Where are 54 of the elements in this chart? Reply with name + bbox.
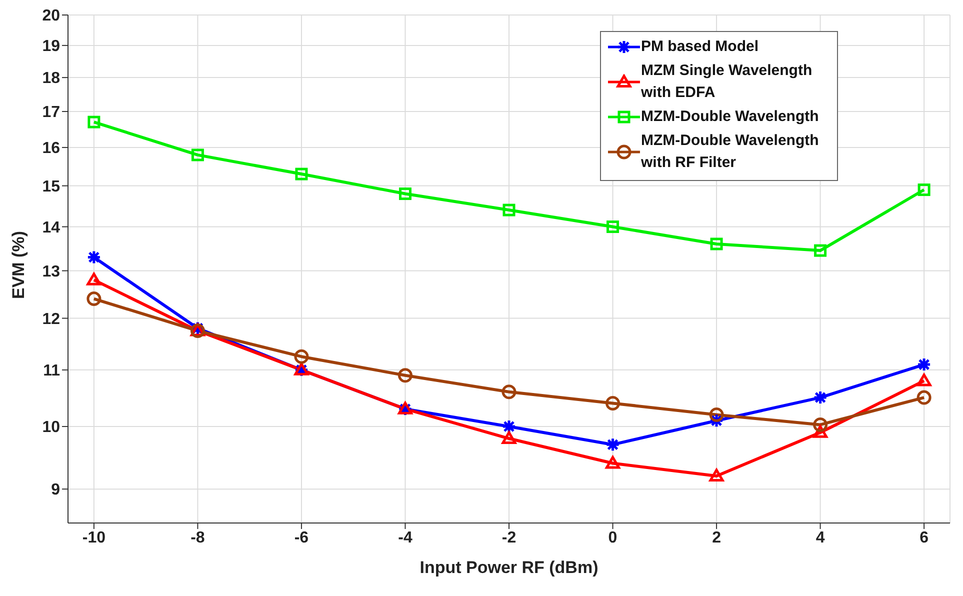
- y-tick-label: 19: [42, 38, 60, 56]
- point: [918, 184, 930, 196]
- point: [813, 417, 828, 432]
- point: [88, 116, 100, 128]
- point: [294, 349, 309, 364]
- legend-label: MZM-Double Wavelength: [641, 107, 819, 127]
- x-tick-label: -8: [190, 529, 205, 546]
- point: [191, 148, 204, 162]
- legend-label: PM based Model: [641, 37, 759, 57]
- point: [398, 188, 412, 200]
- legend-label: MZM-Double Wavelength with RF Filter: [641, 131, 820, 173]
- y-tick-label: 10: [42, 419, 60, 436]
- point: [606, 396, 620, 410]
- y-tick-label: 18: [42, 70, 60, 88]
- x-tick-label: -10: [82, 529, 106, 546]
- y-tick-label: 20: [42, 8, 60, 25]
- point: [916, 390, 932, 405]
- x-tick-label: -4: [398, 529, 412, 546]
- point: [606, 456, 620, 469]
- y-axis-title: EVM (%): [9, 231, 28, 299]
- y-tick-label: 14: [42, 219, 60, 236]
- point: [606, 437, 620, 452]
- point: [398, 368, 412, 383]
- point: [813, 390, 828, 405]
- y-tick-label: 12: [42, 310, 60, 328]
- point: [295, 168, 308, 180]
- y-tick-label: 9: [51, 482, 60, 499]
- point: [86, 250, 102, 264]
- x-axis-title: Input Power RF (dBm): [420, 558, 598, 577]
- point: [86, 292, 102, 306]
- y-tick-label: 11: [43, 362, 60, 380]
- x-tick-label: 6: [920, 529, 929, 546]
- point: [710, 238, 723, 250]
- point: [709, 468, 724, 482]
- x-tick-label: 2: [712, 529, 722, 546]
- point: [502, 384, 516, 400]
- point: [814, 244, 827, 257]
- point: [606, 220, 620, 234]
- x-tick-label: 0: [608, 529, 618, 546]
- point: [916, 357, 932, 372]
- x-tick-label: -2: [502, 529, 516, 546]
- point: [86, 272, 102, 286]
- point: [709, 408, 724, 422]
- point: [916, 374, 932, 386]
- y-tick-label: 17: [42, 104, 60, 122]
- point: [502, 431, 516, 444]
- point: [502, 419, 516, 434]
- legend-label: MZM Single Wavelength with EDFA: [641, 61, 814, 103]
- point: [502, 204, 516, 216]
- y-tick-label: 13: [42, 263, 60, 280]
- x-tick-label: -6: [294, 529, 309, 546]
- y-tick-label: 16: [42, 140, 60, 158]
- x-tick-label: 4: [816, 529, 825, 546]
- y-tick-label: 15: [42, 178, 60, 196]
